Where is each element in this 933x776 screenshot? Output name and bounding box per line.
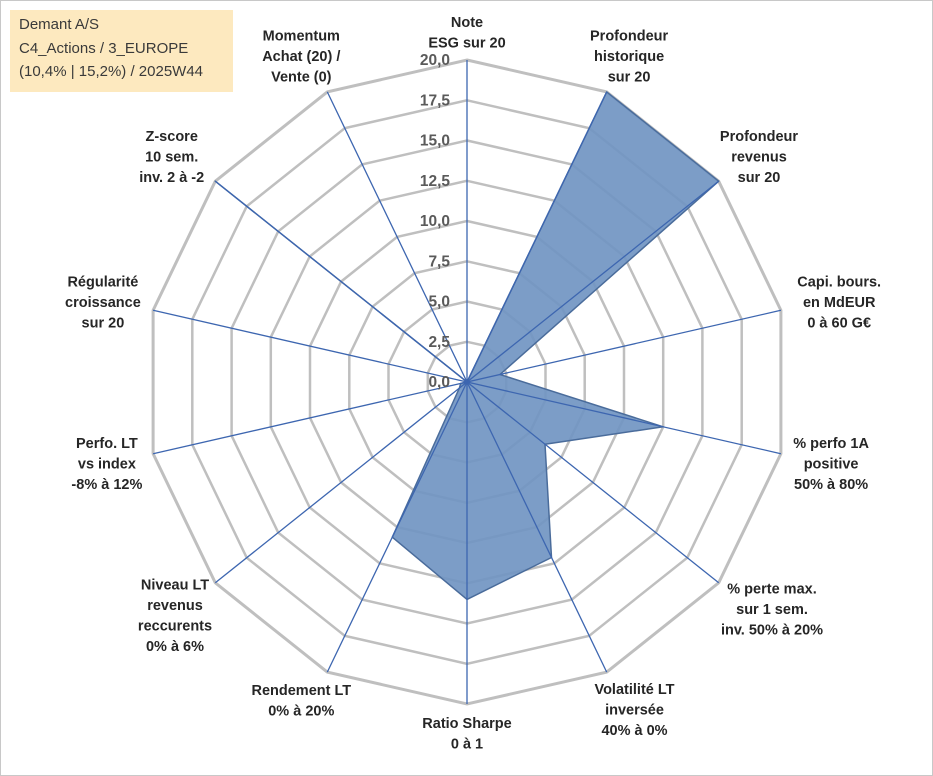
axis-spoke xyxy=(466,91,608,383)
axis-label: Profondeur historique sur 20 xyxy=(590,28,668,85)
axis-label: % perte max. sur 1 sem. inv. 50% à 20% xyxy=(721,581,823,638)
tick-label: 20,0 xyxy=(420,52,450,69)
axis-label: Z-score 10 sem. inv. 2 à -2 xyxy=(139,129,204,186)
axis-label: Rendement LT 0% à 20% xyxy=(251,683,351,720)
axis-label: Régularité croissance sur 20 xyxy=(65,275,141,332)
axis-label: Note ESG sur 20 xyxy=(428,15,505,52)
axis-spoke xyxy=(466,180,720,383)
axis-spoke xyxy=(466,381,720,584)
axis-label: Niveau LT revenus reccurents 0% à 6% xyxy=(138,578,212,656)
axis-label: Perfo. LT vs index -8% à 12% xyxy=(71,436,142,493)
axis-labels: Note ESG sur 20 Profondeur historique sur 20… xyxy=(65,15,881,753)
tick-label: 17,5 xyxy=(420,92,451,109)
axis-spoke xyxy=(466,309,782,383)
tick-label: 10,0 xyxy=(420,213,450,230)
axis-spoke xyxy=(152,381,468,455)
company-name: Demant A/S xyxy=(19,16,100,33)
radar-axes xyxy=(152,60,782,704)
axis-label: Momentum Achat (20) / Vente (0) xyxy=(262,28,340,85)
axis-label: Volatilité LT inversée 40% à 0% xyxy=(594,682,674,739)
performance-and-week: (10,4% | 15,2%) / 2025W44 xyxy=(19,63,203,80)
axis-label: % perfo 1A positive 50% à 80% xyxy=(793,436,869,493)
chart-title-box: Demant A/S C4_Actions / 3_EUROPE (10,4% … xyxy=(10,10,233,92)
axis-label: Profondeur revenus sur 20 xyxy=(720,129,798,186)
axis-spoke xyxy=(152,309,468,383)
tick-label: 12,5 xyxy=(420,173,451,190)
axis-spoke xyxy=(466,381,782,455)
axis-spoke xyxy=(466,381,608,673)
portfolio-category: C4_Actions / 3_EUROPE xyxy=(19,39,189,57)
radial-tick-labels: 0,0 2,5 5,0 7,5 10,0 12,5 15,0 17,5 20,0 xyxy=(420,52,451,391)
tick-label: 2,5 xyxy=(428,334,450,351)
tick-label: 5,0 xyxy=(428,294,450,311)
axis-spoke xyxy=(326,91,468,383)
tick-label: 15,0 xyxy=(420,133,450,150)
axis-label: Ratio Sharpe 0 à 1 xyxy=(422,716,511,753)
axis-spoke xyxy=(214,180,468,383)
axis-spoke xyxy=(326,381,468,673)
axis-spoke xyxy=(214,381,468,584)
axis-label: Capi. bours. en MdEUR 0 à 60 G€ xyxy=(797,275,881,332)
tick-label: 0,0 xyxy=(428,374,450,391)
tick-label: 7,5 xyxy=(428,253,450,270)
